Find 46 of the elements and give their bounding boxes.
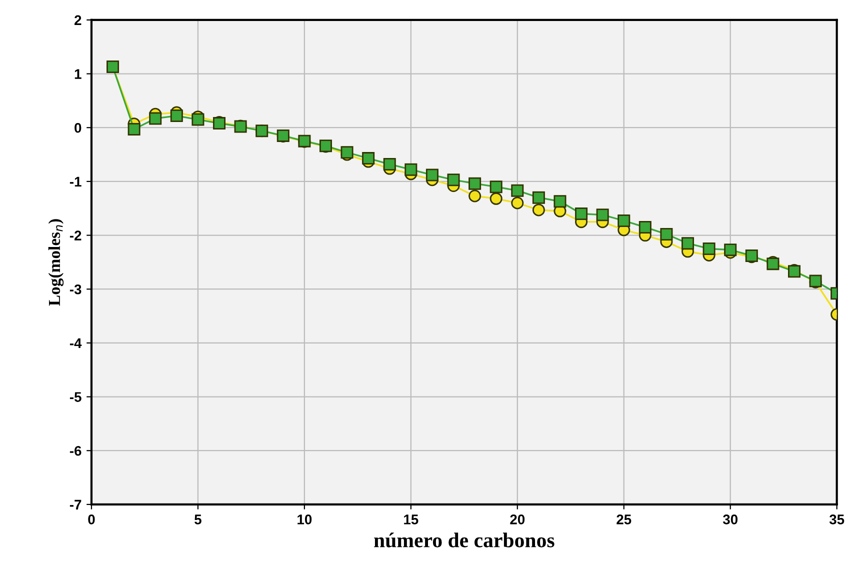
x-tick-label: 10 xyxy=(298,514,312,524)
point xyxy=(383,158,396,170)
y-tick-label: -6 xyxy=(70,446,82,456)
point xyxy=(170,110,183,122)
x-tick-label: 25 xyxy=(616,514,632,524)
point xyxy=(149,112,162,125)
y-tick-label: -5 xyxy=(70,392,82,402)
x-tick-label: 35 xyxy=(829,514,844,524)
point xyxy=(660,228,673,240)
point xyxy=(724,244,737,256)
point xyxy=(596,208,609,222)
point xyxy=(426,168,438,182)
point xyxy=(128,122,140,136)
x-axis-title: número de carbonos xyxy=(374,532,554,548)
point xyxy=(490,192,502,205)
point xyxy=(447,174,460,186)
x-tick-label: 0 xyxy=(88,514,95,524)
y-tick-label: -1 xyxy=(70,176,82,186)
x-tick-label: 20 xyxy=(510,514,525,524)
point xyxy=(404,163,418,176)
point xyxy=(682,237,694,250)
y-tick-label: 0 xyxy=(74,122,82,133)
point xyxy=(702,242,716,255)
point xyxy=(192,113,204,126)
point xyxy=(468,177,482,190)
y-tick-label: 1 xyxy=(74,69,82,79)
x-tick-label: 30 xyxy=(722,514,738,524)
y-tick-label: -2 xyxy=(70,230,82,240)
y-tick-label: -3 xyxy=(70,284,82,294)
point xyxy=(638,220,652,234)
point xyxy=(490,180,502,194)
point xyxy=(511,196,524,210)
point xyxy=(532,204,545,216)
y-tick-label: -4 xyxy=(70,338,82,348)
point xyxy=(532,191,545,204)
y-tick-label: 2 xyxy=(74,15,82,25)
y-tick-label: -7 xyxy=(70,500,82,510)
point xyxy=(511,184,524,197)
point xyxy=(468,190,482,202)
point xyxy=(575,208,588,220)
x-tick-label: 5 xyxy=(194,514,202,524)
x-tick-label: 15 xyxy=(404,514,418,524)
point xyxy=(554,195,566,208)
y-axis-title: Log(moles$_{n}$) xyxy=(48,219,64,306)
point xyxy=(362,152,375,165)
point xyxy=(618,214,630,227)
